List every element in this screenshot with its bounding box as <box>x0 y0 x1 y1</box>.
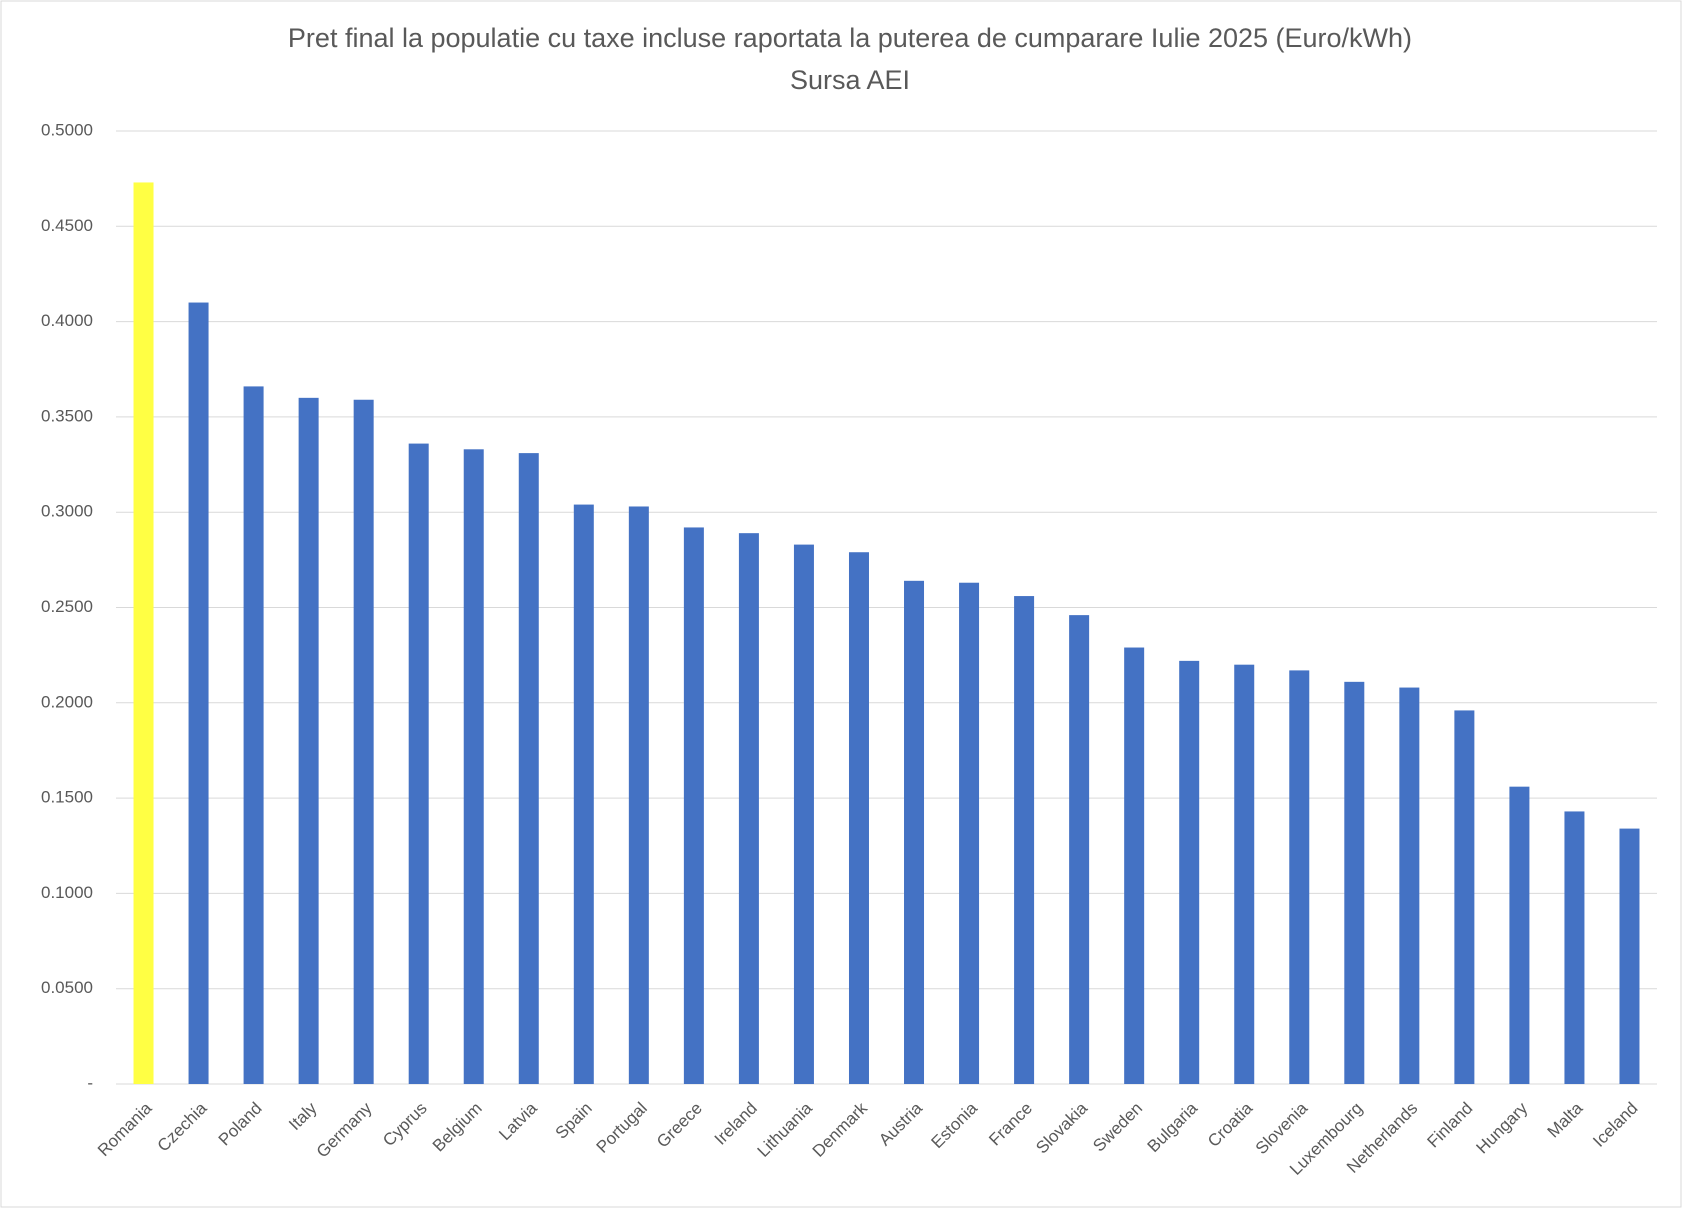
bar <box>243 386 264 1084</box>
bar <box>1619 828 1640 1084</box>
bar <box>298 397 319 1085</box>
y-tick-label: 0.2000 <box>41 692 93 711</box>
bar <box>573 504 594 1084</box>
bar <box>1124 647 1145 1084</box>
bar <box>353 399 374 1085</box>
y-tick-label: 0.1500 <box>41 788 93 807</box>
bar <box>408 443 429 1085</box>
bar <box>1399 687 1420 1084</box>
bar <box>848 552 869 1084</box>
bar <box>133 182 154 1084</box>
y-tick-label: - <box>87 1073 93 1092</box>
bar <box>1564 811 1585 1084</box>
bar <box>738 533 759 1084</box>
bar <box>1289 670 1310 1084</box>
bar <box>904 580 925 1084</box>
bar <box>1014 596 1035 1084</box>
y-tick-label: 0.3500 <box>41 406 93 425</box>
chart-title: Pret final la populatie cu taxe incluse … <box>288 23 1412 53</box>
y-tick-label: 0.2500 <box>41 597 93 616</box>
y-tick-label: 0.4500 <box>41 216 93 235</box>
bar <box>793 544 814 1084</box>
y-tick-label: 0.1000 <box>41 883 93 902</box>
bar <box>1454 710 1475 1084</box>
chart-subtitle: Sursa AEI <box>790 65 910 95</box>
y-tick-label: 0.5000 <box>41 120 93 139</box>
bar <box>1069 615 1090 1084</box>
bar <box>683 527 704 1084</box>
y-tick-label: 0.4000 <box>41 311 93 330</box>
bar <box>463 449 484 1084</box>
y-tick-label: 0.3000 <box>41 502 93 521</box>
bar <box>628 506 649 1084</box>
bar <box>1344 681 1365 1084</box>
bar <box>1234 664 1255 1084</box>
bar <box>188 302 209 1084</box>
bar <box>1179 660 1200 1084</box>
bar <box>959 582 980 1084</box>
y-tick-label: 0.0500 <box>41 978 93 997</box>
bar <box>1509 786 1530 1084</box>
bar <box>518 453 539 1084</box>
